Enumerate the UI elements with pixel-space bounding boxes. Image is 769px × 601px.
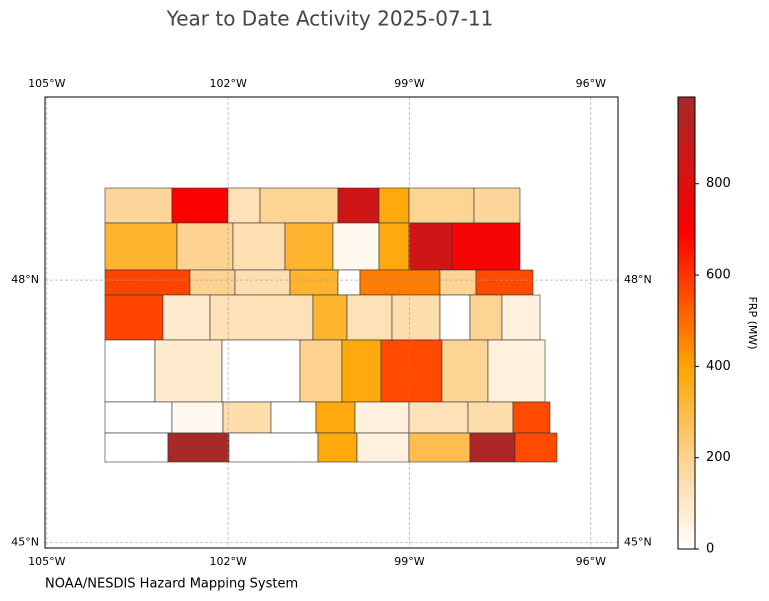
county <box>315 401 356 434</box>
county <box>408 432 471 463</box>
county <box>337 269 361 296</box>
county <box>222 401 272 434</box>
county <box>154 339 223 403</box>
county <box>259 187 339 224</box>
county <box>317 432 358 463</box>
county <box>299 339 343 403</box>
lat-tick-label: 48°N <box>11 273 39 286</box>
county <box>346 294 393 341</box>
county <box>439 294 471 341</box>
county <box>439 269 477 296</box>
lon-tick-label: 105°W <box>28 555 65 568</box>
county <box>469 432 516 463</box>
lat-tick-label: 48°N <box>624 273 652 286</box>
county <box>104 222 178 271</box>
county <box>337 187 380 224</box>
lon-tick-label: 102°W <box>209 77 246 90</box>
lon-tick-label: 96°W <box>576 555 606 568</box>
county <box>270 401 317 434</box>
county <box>354 401 410 434</box>
colorbar-tick-label: 400 <box>706 359 731 374</box>
county <box>228 432 319 463</box>
county <box>469 294 503 341</box>
source: NOAA/NESDIS Hazard Mapping System <box>45 577 298 592</box>
colorbar <box>677 96 696 550</box>
county <box>451 222 521 271</box>
county <box>378 222 410 271</box>
colorbar-tick-label: 600 <box>706 268 731 283</box>
county <box>378 187 410 224</box>
lat-tick-label: 45°N <box>11 536 39 549</box>
title: Year to Date Activity 2025-07-11 <box>166 7 494 31</box>
county <box>391 294 441 341</box>
colorbar-tick-label: 200 <box>706 450 731 465</box>
county <box>209 294 314 341</box>
county <box>176 222 234 271</box>
county <box>167 432 230 463</box>
county <box>312 294 348 341</box>
county <box>104 339 156 403</box>
lon-tick-label: 99°W <box>394 555 424 568</box>
county <box>356 432 410 463</box>
county <box>441 339 489 403</box>
county <box>284 222 334 271</box>
lon-tick-label: 99°W <box>394 77 424 90</box>
lon-tick-label: 102°W <box>209 555 246 568</box>
colorbar-tick-label: 800 <box>706 176 731 191</box>
county <box>234 269 291 296</box>
county <box>467 401 514 434</box>
county <box>104 187 173 224</box>
colorbar-label: FRP (MW) <box>746 296 759 349</box>
county <box>341 339 382 403</box>
county <box>232 222 286 271</box>
county <box>514 432 558 463</box>
county <box>473 187 521 224</box>
county <box>501 294 541 341</box>
county <box>359 269 441 296</box>
county <box>332 222 380 271</box>
lon-tick-label: 96°W <box>576 77 606 90</box>
county <box>104 269 191 296</box>
county <box>487 339 546 403</box>
county <box>408 401 469 434</box>
colorbar-tick-label: 0 <box>706 542 714 557</box>
county <box>104 432 169 463</box>
county <box>289 269 339 296</box>
county <box>408 222 453 271</box>
county <box>227 187 261 224</box>
county <box>380 339 443 403</box>
lat-tick-label: 45°N <box>624 536 652 549</box>
lon-tick-label: 105°W <box>28 77 65 90</box>
county <box>171 401 224 434</box>
county <box>512 401 551 434</box>
county <box>408 187 475 224</box>
county <box>189 269 236 296</box>
county <box>221 339 301 403</box>
county <box>171 187 229 224</box>
county <box>104 294 164 341</box>
county <box>162 294 211 341</box>
county <box>104 401 173 434</box>
county <box>475 269 534 296</box>
map-frame <box>44 96 619 549</box>
